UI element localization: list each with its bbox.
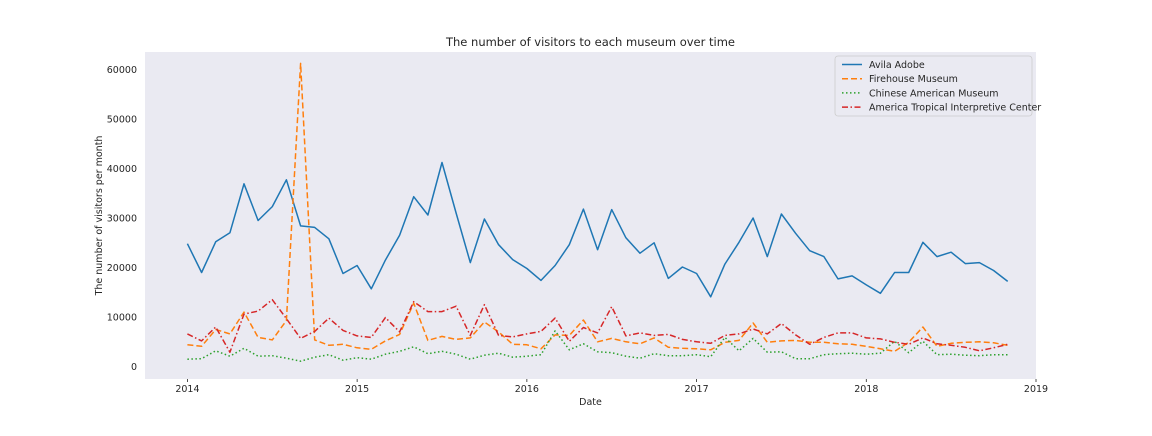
series-line-america-tropical-interpretive-center [187, 298, 1008, 353]
legend-label: Avila Adobe [869, 60, 925, 71]
x-tick-label: 2015 [345, 384, 369, 395]
y-axis-label: The number of visitors per month [94, 136, 105, 297]
y-tick-label: 10000 [107, 313, 137, 324]
x-tick-label: 2018 [854, 384, 878, 395]
series-line-chinese-american-museum [187, 330, 1008, 362]
y-tick-label: 50000 [107, 114, 137, 125]
x-tick-label: 2016 [515, 384, 539, 395]
y-tick-label: 40000 [107, 164, 137, 175]
x-axis-label: Date [579, 397, 602, 408]
x-tick-label: 2019 [1024, 384, 1048, 395]
y-tick-label: 30000 [107, 213, 137, 224]
legend-box [834, 55, 1033, 117]
axis-layer: 2014 2015 2016 2017 2018 2019 0 10000 20000 30000… [107, 65, 1048, 395]
legend: Avila Adobe Firehouse Museum Chinese Ameri… [834, 55, 1041, 117]
legend-label: America Tropical Interpretive Center [869, 103, 1041, 114]
legend-label: Chinese American Museum [869, 88, 999, 99]
x-tick-label: 2017 [684, 384, 708, 395]
y-tick-label: 0 [131, 362, 137, 373]
x-tick-label: 2014 [175, 384, 199, 395]
chart-title: The number of visitors to each museum ov… [445, 35, 735, 49]
y-tick-label: 60000 [107, 65, 137, 76]
legend-label: Firehouse Museum [869, 74, 958, 85]
series-line-firehouse-museum [187, 62, 1008, 353]
series-layer [186, 62, 1009, 362]
series-line-avila-adobe [186, 161, 1009, 298]
y-tick-label: 20000 [107, 263, 137, 274]
